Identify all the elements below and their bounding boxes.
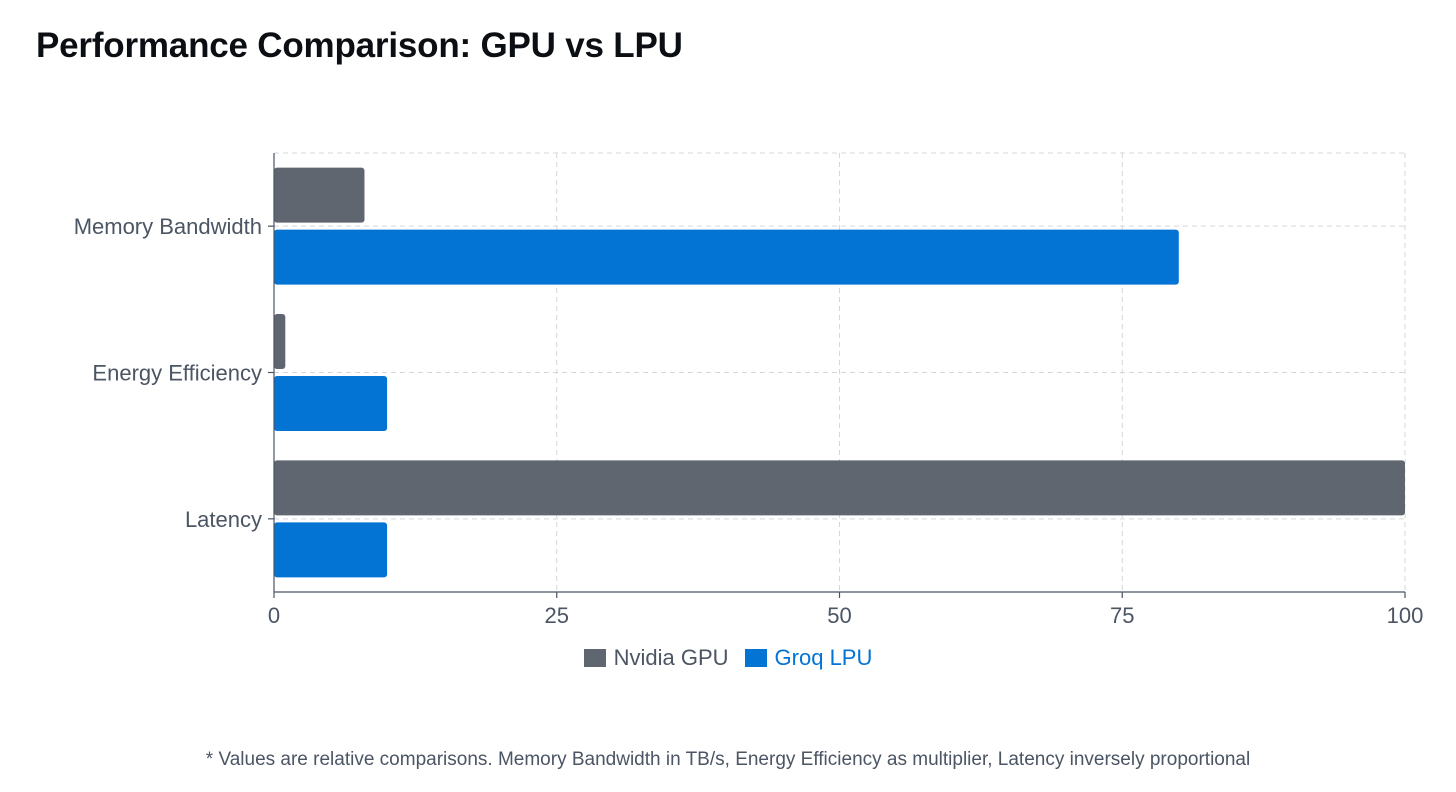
bars: Nvidia GPU – Memory Bandwidth: 8 Groq LPU… [274, 167, 1405, 578]
x-tick-label: 75 [1110, 603, 1134, 628]
x-tick-label: 50 [827, 603, 851, 628]
legend-label-groq-lpu: Groq LPU [774, 645, 873, 670]
x-tick-label: 25 [545, 603, 569, 628]
x-tick-label: 0 [268, 603, 280, 628]
bar-groq-lpu-memory-bandwidth[interactable]: Groq LPU – Memory Bandwidth: 80 [274, 229, 1179, 285]
y-category-label: Energy Efficiency [92, 361, 262, 386]
bar-groq-lpu-latency[interactable]: Groq LPU – Latency: 10 [274, 522, 388, 578]
y-category-label: Latency [185, 507, 262, 532]
legend-label-nvidia-gpu: Nvidia GPU [613, 645, 729, 670]
footnote: * Values are relative comparisons. Memor… [205, 749, 1251, 770]
axes [268, 153, 1406, 598]
bar-nvidia-gpu-memory-bandwidth[interactable]: Nvidia GPU – Memory Bandwidth: 8 [274, 167, 365, 223]
bar-groq-lpu-energy-efficiency[interactable]: Groq LPU – Energy Efficiency: 10 [274, 376, 388, 431]
legend-item-nvidia-gpu[interactable]: Nvidia GPU [583, 645, 729, 671]
legend-swatch-nvidia-gpu [583, 649, 606, 667]
page-title: Performance Comparison: GPU vs LPU [36, 26, 683, 65]
legend-item-groq-lpu[interactable]: Groq LPU [744, 645, 873, 671]
axis-labels: 0 25 50 75 100 Memory Bandwidth Energy Efficie… [74, 214, 1424, 628]
legend: Nvidia GPU Groq LPU [0, 645, 1456, 671]
bar-nvidia-gpu-energy-efficiency[interactable]: Nvidia GPU – Energy Efficiency: 1 [274, 314, 286, 369]
bar-nvidia-gpu-latency[interactable]: Nvidia GPU – Latency: 100 [274, 460, 1405, 516]
x-tick-label: 100 [1387, 603, 1424, 628]
y-category-label: Memory Bandwidth [74, 214, 262, 239]
legend-swatch-groq-lpu [744, 649, 767, 667]
grid-lines [273, 152, 1406, 592]
